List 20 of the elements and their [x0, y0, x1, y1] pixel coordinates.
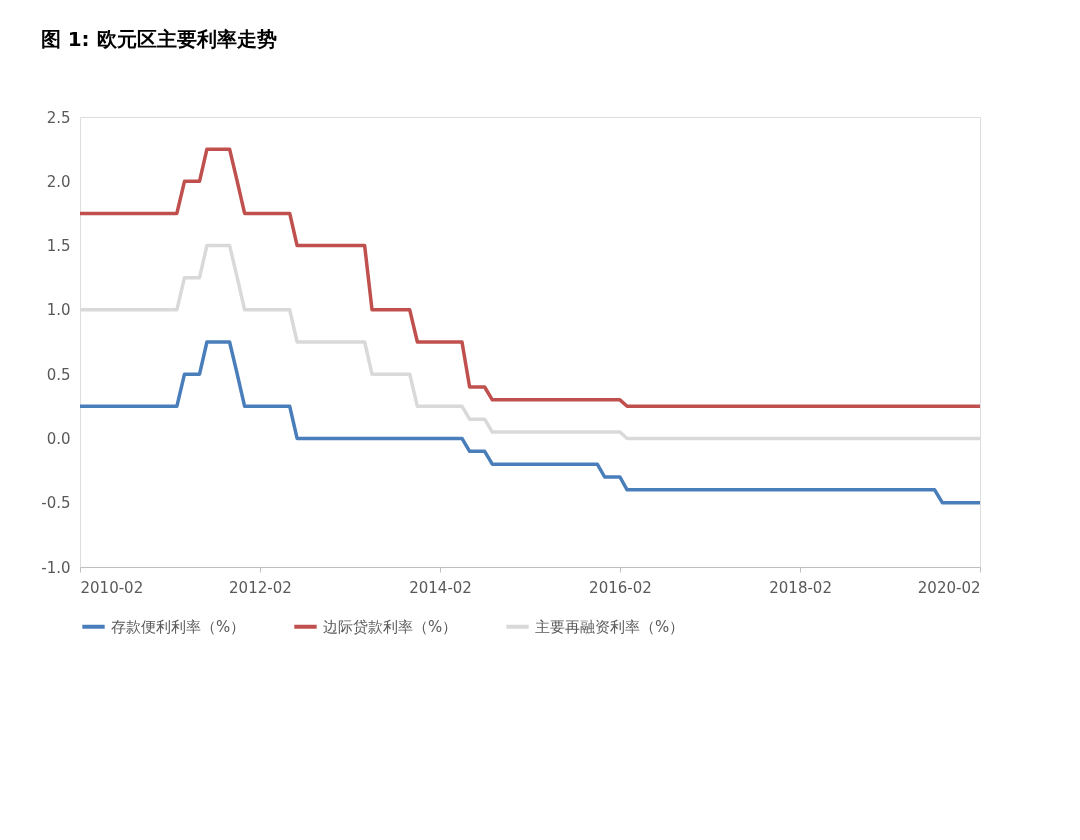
y-tick-label: -1.0	[41, 558, 71, 577]
x-tick-label: 2018-02	[769, 578, 832, 597]
legend-label: 边际贷款利率（%）	[323, 617, 458, 636]
chart-title: 图 1: 欧元区主要利率走势	[40, 27, 277, 51]
x-tick-label: 2020-02	[917, 578, 981, 597]
legend-label: 存款便利利率（%）	[111, 617, 246, 636]
x-tick-label: 2016-02	[589, 578, 652, 597]
x-tick-label: 2012-02	[229, 578, 292, 597]
line-series	[78, 340, 982, 505]
y-tick-label: 0.0	[46, 429, 71, 448]
x-tick-label: 2010-02	[80, 578, 144, 597]
legend-label: 主要再融资利率（%）	[535, 617, 685, 636]
y-tick-label: 1.0	[46, 301, 71, 320]
x-tick-label: 2014-02	[409, 578, 472, 597]
y-tick-label: 0.5	[46, 365, 71, 384]
y-tick-label: -0.5	[41, 494, 71, 513]
line-series	[78, 147, 982, 409]
y-tick-label: 1.5	[46, 237, 71, 256]
y-tick-label: 2.0	[46, 172, 71, 191]
y-tick-label: 2.5	[46, 108, 71, 127]
